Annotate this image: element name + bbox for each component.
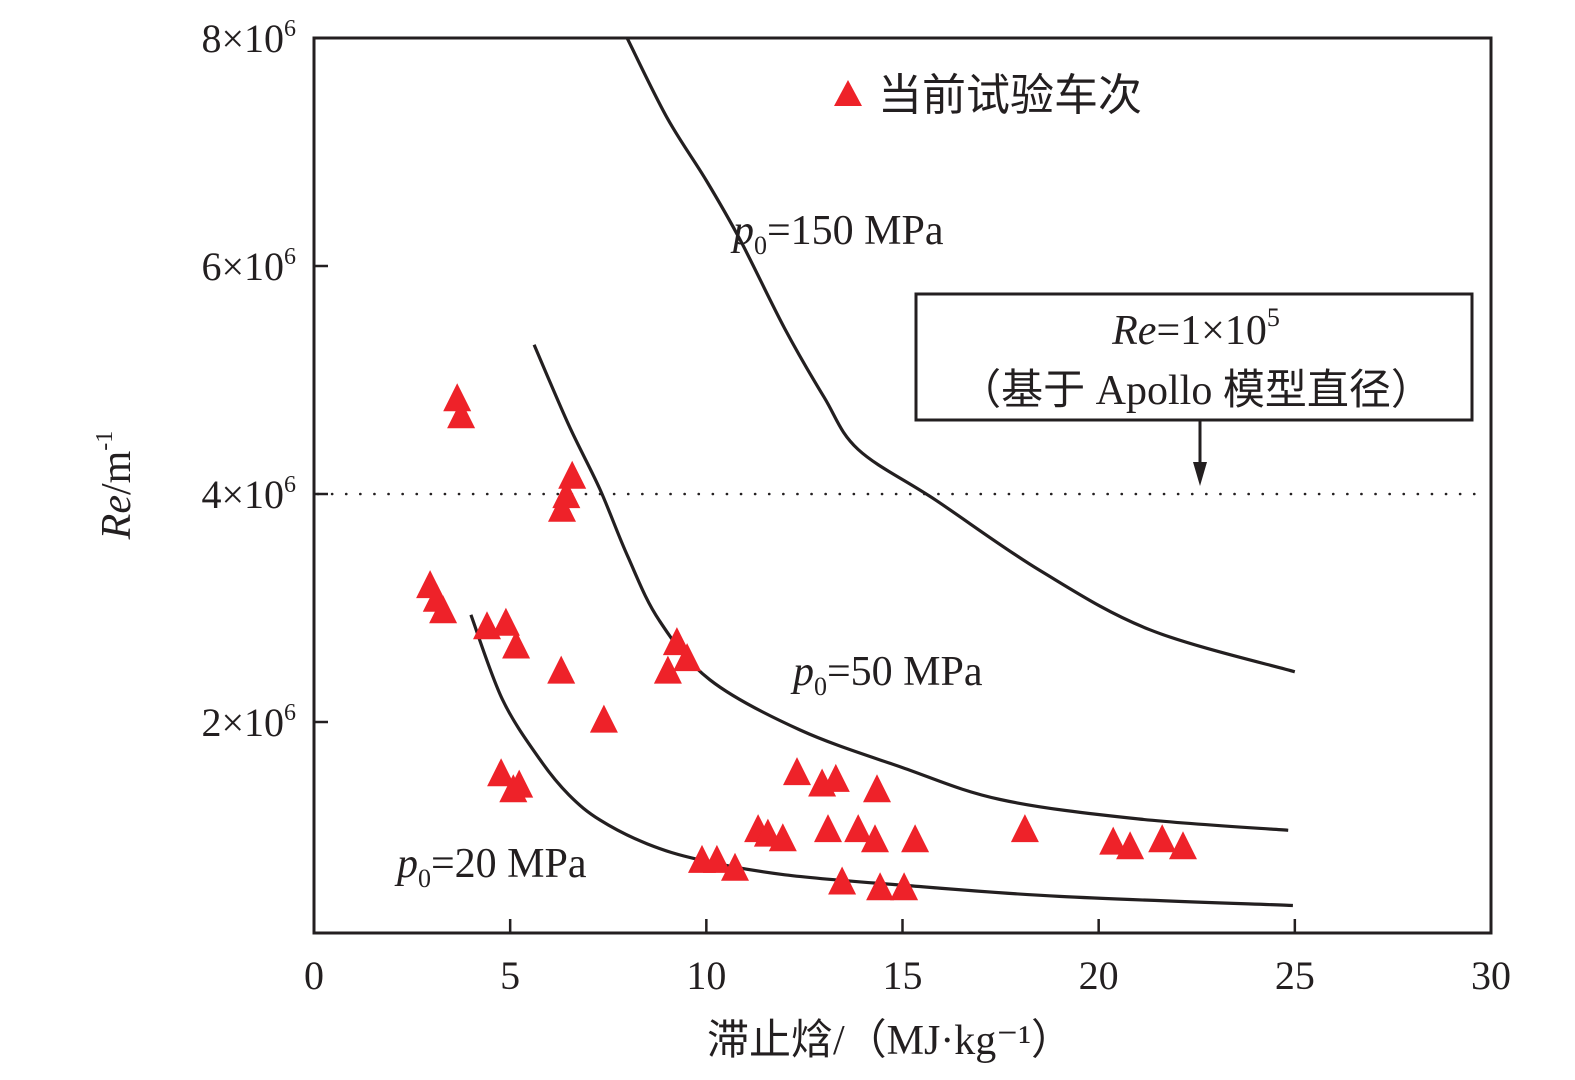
x-tick-label: 30 [1471, 953, 1511, 998]
x-axis-title: 滞止焓/（MJ·kg⁻¹） [707, 1017, 1073, 1064]
data-point-triangle [844, 814, 873, 843]
reynolds-annotation: Re=1×105 （基于 Apollo 模型直径） [914, 292, 1474, 486]
x-tick-label: 0 [304, 953, 324, 998]
data-point-triangle [1116, 831, 1145, 860]
data-point-triangle [1148, 824, 1177, 853]
data-point-triangle [828, 866, 857, 895]
curve-label-50: p0=50 MPa [790, 649, 983, 701]
curve-label-150: p0=150 MPa [730, 208, 944, 260]
data-point-triangle [443, 383, 472, 412]
data-point-triangle [502, 630, 531, 659]
data-point-triangle [673, 643, 702, 672]
data-point-triangle [1099, 826, 1128, 855]
reynolds-arrow-head [1193, 462, 1207, 486]
data-point-triangle [814, 814, 842, 843]
data-point-triangle [1010, 814, 1039, 843]
data-point-triangle [447, 400, 476, 429]
data-point-triangle [768, 823, 797, 852]
data-point-triangle [662, 627, 691, 656]
x-tick-label: 25 [1275, 953, 1315, 998]
curve-p0-050-mpa [532, 344, 1289, 832]
y-tick-label: 4×106 [201, 472, 296, 517]
y-tick-label: 6×106 [201, 244, 296, 289]
data-point-triangle [487, 758, 516, 787]
legend-label: 当前试验车次 [878, 70, 1142, 121]
data-point-triangle [429, 595, 458, 624]
y-tick-label: 8×106 [201, 16, 296, 61]
y-tick-label: 2×106 [201, 700, 296, 745]
plot-frame [312, 36, 1493, 935]
x-tick-label: 5 [500, 953, 520, 998]
curve-p0-020-mpa [469, 614, 1293, 908]
data-point-triangle [821, 763, 850, 792]
curve-p0-0150-mpa [625, 37, 1296, 674]
x-tick-label: 10 [686, 953, 726, 998]
data-point-triangle [1169, 831, 1197, 860]
x-tick-label: 20 [1079, 953, 1119, 998]
y-axis-title: Re/m-1 [92, 431, 140, 541]
legend: 当前试验车次 [834, 70, 1142, 121]
data-point-triangle [548, 493, 576, 522]
curve-label-20: p0=20 MPa [394, 841, 587, 893]
reynolds-box [914, 292, 1474, 422]
data-point-triangle [901, 824, 930, 853]
data-point-triangle [863, 774, 891, 803]
x-tick-label: 15 [883, 953, 923, 998]
data-point-triangle [866, 872, 895, 901]
data-point-triangle [547, 655, 576, 684]
data-point-triangle [558, 460, 587, 489]
data-point-triangle [702, 844, 731, 873]
data-point-triangle [589, 704, 618, 733]
reynolds-basis: （基于 Apollo 模型直径） [959, 368, 1433, 414]
data-point-triangle [505, 769, 534, 798]
data-point-triangle [783, 757, 811, 786]
legend-marker-triangle [834, 80, 862, 106]
data-point-triangle [653, 655, 682, 684]
data-point-triangle [861, 824, 889, 853]
reynolds-value: Re=1×105 [1111, 303, 1280, 354]
data-point-triangle [491, 607, 520, 636]
data-point-triangle [721, 852, 749, 881]
data-point-triangle [890, 872, 919, 901]
